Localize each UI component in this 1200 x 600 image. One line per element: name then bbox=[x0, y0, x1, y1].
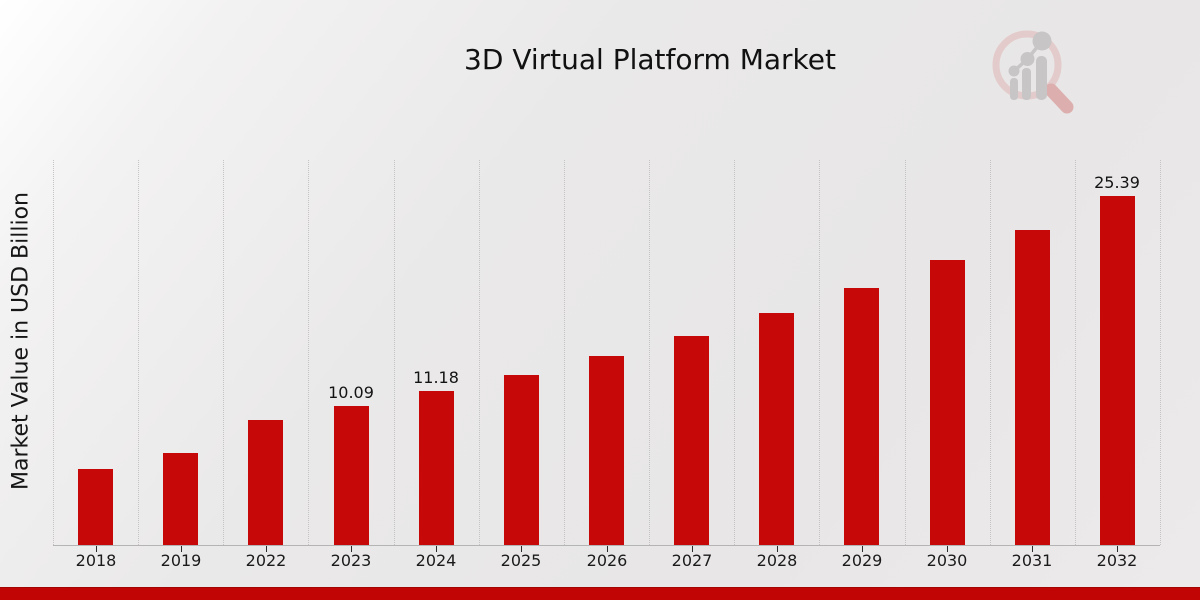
x-axis-line bbox=[53, 545, 1160, 546]
bar bbox=[844, 288, 879, 545]
gridline bbox=[564, 160, 565, 545]
x-tick-label: 2024 bbox=[415, 551, 457, 570]
bar bbox=[589, 356, 624, 545]
gridline bbox=[394, 160, 395, 545]
logo-dot-small bbox=[1008, 65, 1020, 77]
bar bbox=[759, 313, 794, 545]
x-tick bbox=[351, 546, 352, 552]
gridline bbox=[905, 160, 906, 545]
bar bbox=[78, 469, 113, 545]
logo-dot-medium bbox=[1020, 52, 1035, 66]
x-tick bbox=[947, 546, 948, 552]
gridline bbox=[649, 160, 650, 545]
gridline bbox=[53, 160, 54, 545]
x-tick-label: 2026 bbox=[586, 551, 628, 570]
logo-bar-large bbox=[1036, 56, 1047, 100]
x-tick-label: 2025 bbox=[500, 551, 542, 570]
x-tick-label: 2019 bbox=[160, 551, 202, 570]
magnifier-bar-chart-watermark-icon bbox=[992, 30, 1074, 114]
x-tick-label: 2030 bbox=[926, 551, 968, 570]
x-tick bbox=[521, 546, 522, 552]
x-tick bbox=[1117, 546, 1118, 552]
gridline bbox=[479, 160, 480, 545]
bar bbox=[163, 453, 198, 545]
bar bbox=[419, 391, 454, 545]
gridline bbox=[1160, 160, 1161, 545]
logo-dot-large bbox=[1032, 31, 1052, 51]
x-tick bbox=[607, 546, 608, 552]
x-tick-label: 2031 bbox=[1011, 551, 1053, 570]
gridline bbox=[1075, 160, 1076, 545]
footer-banner bbox=[0, 587, 1200, 600]
bar bbox=[1100, 196, 1135, 545]
x-tick-label: 2032 bbox=[1096, 551, 1138, 570]
x-tick bbox=[181, 546, 182, 552]
x-tick bbox=[436, 546, 437, 552]
gridline bbox=[223, 160, 224, 545]
gridline bbox=[308, 160, 309, 545]
x-tick-label: 2028 bbox=[756, 551, 798, 570]
bar bbox=[334, 406, 369, 545]
x-tick-label: 2023 bbox=[330, 551, 372, 570]
gridline bbox=[819, 160, 820, 545]
x-tick-label: 2018 bbox=[75, 551, 117, 570]
x-tick bbox=[266, 546, 267, 552]
bar bbox=[248, 420, 283, 545]
x-tick bbox=[692, 546, 693, 552]
magnifier-handle bbox=[1044, 83, 1074, 114]
bar bbox=[1015, 230, 1050, 545]
logo-bar-medium bbox=[1022, 68, 1031, 100]
x-tick bbox=[777, 546, 778, 552]
value-label: 10.09 bbox=[328, 383, 374, 402]
gridline bbox=[138, 160, 139, 545]
logo-bar-small bbox=[1010, 78, 1018, 100]
x-tick-label: 2022 bbox=[245, 551, 287, 570]
x-tick bbox=[1032, 546, 1033, 552]
plot-area: 10.09 11.18 25.39 bbox=[53, 160, 1161, 545]
x-tick bbox=[862, 546, 863, 552]
bar bbox=[930, 260, 965, 545]
bar bbox=[504, 375, 539, 545]
value-label: 11.18 bbox=[413, 368, 459, 387]
chart-title: 3D Virtual Platform Market bbox=[464, 43, 836, 76]
gridline bbox=[734, 160, 735, 545]
x-tick bbox=[96, 546, 97, 552]
x-tick-label: 2027 bbox=[671, 551, 713, 570]
x-tick-label: 2029 bbox=[841, 551, 883, 570]
gridline bbox=[990, 160, 991, 545]
bar bbox=[674, 336, 709, 545]
y-axis-label: Market Value in USD Billion bbox=[8, 191, 34, 491]
value-label: 25.39 bbox=[1094, 173, 1140, 192]
